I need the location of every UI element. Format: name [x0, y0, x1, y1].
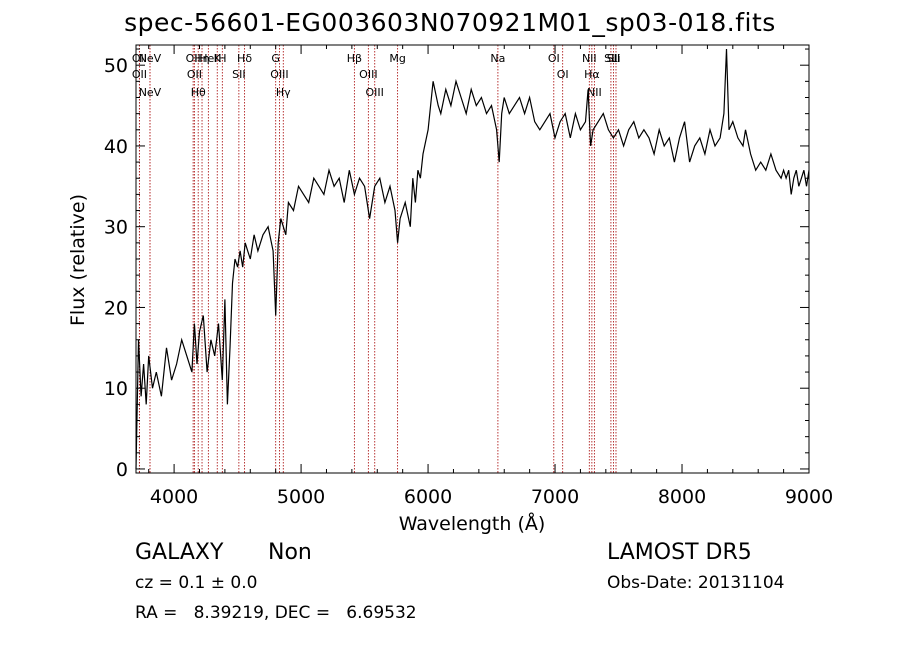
- line-label: Hθ: [191, 86, 206, 99]
- line-label: NeV: [139, 86, 162, 99]
- line-label: Hα: [584, 68, 600, 81]
- line-label: NII: [582, 52, 597, 65]
- y-tick-label: 40: [104, 136, 128, 158]
- object-subclass: Non: [268, 540, 312, 565]
- line-label: OIII: [359, 68, 377, 81]
- line-label: OII: [132, 68, 147, 81]
- line-label: OII: [186, 52, 201, 65]
- chart-title: spec-56601-EG003603N070921M01_sp03-018.f…: [124, 8, 776, 37]
- line-label: Mg: [389, 52, 405, 65]
- line-label: OI: [557, 68, 569, 81]
- x-tick-label: 6000: [404, 486, 452, 508]
- observation-date: Obs-Date: 20131104: [607, 573, 785, 593]
- y-tick-label: 30: [104, 217, 128, 239]
- x-tick-label: 9000: [785, 486, 833, 508]
- x-tick-label: 5000: [277, 486, 325, 508]
- line-label: OII: [187, 68, 202, 81]
- line-label: SII: [604, 52, 617, 65]
- y-axis-ticks: 0 10 20 30 40 50: [104, 48, 809, 481]
- emission-line-markers: [138, 45, 617, 473]
- line-label: Hδ: [237, 52, 252, 65]
- line-label: SII: [607, 52, 620, 65]
- ra-dec: RA = 8.39219, DEC = 6.69532: [135, 603, 417, 623]
- line-label: Hβ: [347, 52, 362, 65]
- line-label: K: [214, 52, 222, 65]
- line-label: H: [218, 52, 226, 65]
- x-tick-label: 7000: [531, 486, 579, 508]
- line-label: G: [271, 52, 280, 65]
- y-tick-label: 10: [104, 378, 128, 400]
- line-label: Li: [611, 52, 620, 65]
- x-tick-label: 8000: [658, 486, 706, 508]
- x-axis-label: Wavelength (Å): [399, 512, 546, 535]
- line-label: NII: [587, 86, 602, 99]
- y-axis-label: Flux (relative): [67, 194, 89, 326]
- line-label: HeI: [199, 52, 217, 65]
- spectrum-line: [135, 48, 810, 470]
- x-tick-label: 4000: [150, 486, 198, 508]
- x-axis-ticks: 4000 5000 6000 7000 8000 9000: [148, 45, 833, 508]
- line-label: OI: [548, 52, 560, 65]
- redshift-cz: cz = 0.1 ± 0.0: [135, 573, 258, 593]
- y-tick-label: 0: [116, 459, 128, 481]
- line-label: Hγ: [276, 86, 291, 99]
- line-label: SII: [232, 68, 245, 81]
- y-tick-label: 50: [104, 55, 128, 77]
- line-label: OIII: [270, 68, 288, 81]
- line-label: Hη: [194, 52, 209, 65]
- survey-name: LAMOST DR5: [607, 540, 752, 565]
- plot-frame: [135, 44, 810, 474]
- line-label: NeV: [139, 52, 162, 65]
- line-label: Na: [490, 52, 505, 65]
- object-class: GALAXY: [135, 540, 224, 565]
- line-label: OIII: [366, 86, 384, 99]
- y-tick-label: 20: [104, 297, 128, 319]
